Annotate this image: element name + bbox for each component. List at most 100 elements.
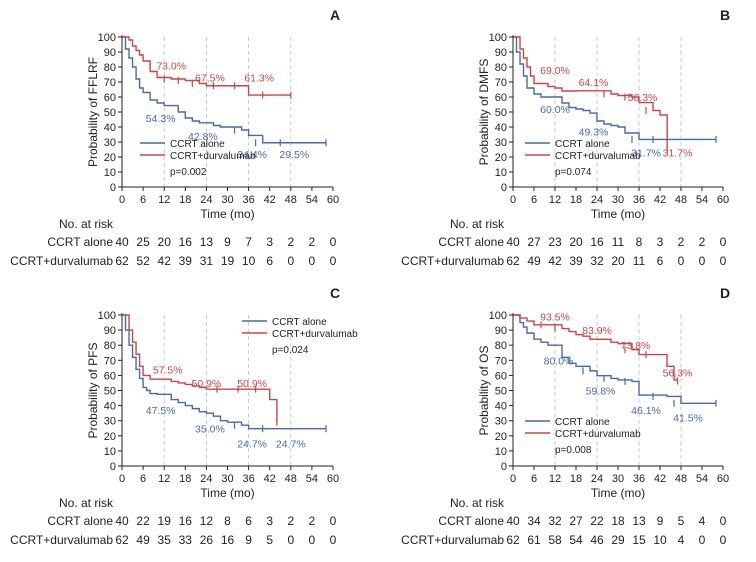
x-tick-label: 42	[654, 194, 666, 206]
p-value: p=0.008	[555, 445, 592, 456]
risk-value: 4	[699, 514, 706, 528]
y-tick-label: 40	[104, 122, 116, 134]
risk-value: 18	[611, 514, 625, 528]
p-value: p=0.024	[272, 345, 309, 356]
risk-value: 49	[136, 533, 150, 547]
y-tick-label: 40	[495, 401, 507, 413]
risk-value: 16	[590, 235, 604, 249]
risk-value: 42	[158, 254, 172, 268]
risk-value: 40	[506, 235, 520, 249]
p-value: p=0.074	[555, 167, 592, 178]
risk-value: 2	[287, 514, 294, 528]
risk-value: 40	[115, 514, 129, 528]
risk-group-label: CCRT alone	[438, 235, 504, 249]
annotation-label: 56.3%	[663, 367, 693, 379]
risk-table-header: No. at risk	[59, 496, 114, 510]
risk-group-label: CCRT alone	[47, 235, 113, 249]
y-tick-label: 30	[495, 416, 507, 428]
risk-value: 3	[657, 235, 664, 249]
annotation-label: 54.3%	[146, 113, 176, 125]
x-tick-label: 0	[510, 194, 516, 206]
x-tick-label: 60	[717, 194, 729, 206]
risk-group-label: CCRT+durvalumab	[401, 533, 504, 547]
series-line-ccrt-alone	[513, 36, 716, 141]
x-axis-label: Time (mo)	[591, 207, 645, 221]
y-tick-label: 10	[495, 446, 507, 458]
y-tick-label: 0	[501, 461, 507, 473]
risk-value: 0	[287, 254, 294, 268]
risk-value: 0	[720, 533, 727, 547]
y-tick-label: 50	[104, 386, 116, 398]
y-tick-label: 20	[495, 431, 507, 443]
panel-label: A	[330, 7, 340, 23]
y-tick-label: 60	[104, 92, 116, 104]
x-tick-label: 18	[570, 473, 582, 485]
risk-value: 16	[221, 533, 235, 547]
risk-value: 62	[115, 533, 129, 547]
risk-value: 31	[200, 254, 214, 268]
panel-label: D	[720, 285, 730, 301]
risk-table-header: No. at risk	[450, 496, 505, 510]
x-tick-label: 54	[306, 473, 318, 485]
risk-value: 5	[678, 514, 685, 528]
x-tick-label: 48	[285, 473, 297, 485]
y-tick-label: 30	[495, 137, 507, 149]
annotation-label: 49.3%	[579, 127, 609, 139]
annotation-label: 73.8%	[621, 340, 651, 352]
risk-value: 22	[590, 514, 604, 528]
x-tick-label: 0	[510, 473, 516, 485]
y-tick-label: 0	[110, 461, 116, 473]
risk-value: 62	[115, 254, 129, 268]
risk-value: 0	[330, 235, 337, 249]
risk-value: 0	[720, 514, 727, 528]
annotation-label: 35.0%	[195, 423, 225, 435]
risk-value: 58	[548, 533, 562, 547]
y-tick-label: 50	[495, 386, 507, 398]
annotation-label: 61.3%	[244, 73, 274, 85]
x-tick-label: 54	[696, 194, 708, 206]
risk-value: 5	[266, 533, 273, 547]
risk-value: 34	[527, 514, 541, 528]
y-tick-label: 30	[104, 416, 116, 428]
legend-label: CCRT alone	[170, 139, 225, 150]
series-line-ccrt-alone	[122, 314, 326, 430]
x-tick-label: 18	[570, 194, 582, 206]
risk-value: 0	[309, 254, 316, 268]
risk-value: 15	[632, 533, 646, 547]
annotation-label: 64.1%	[579, 77, 609, 89]
risk-value: 0	[720, 235, 727, 249]
x-tick-label: 60	[717, 473, 729, 485]
risk-value: 54	[569, 533, 583, 547]
x-tick-label: 30	[612, 473, 624, 485]
y-tick-label: 70	[104, 355, 116, 367]
risk-value: 0	[699, 533, 706, 547]
risk-value: 32	[590, 254, 604, 268]
y-tick-label: 90	[495, 47, 507, 59]
risk-value: 29	[611, 533, 625, 547]
risk-group-label: CCRT+durvalumab	[10, 533, 113, 547]
risk-value: 20	[611, 254, 625, 268]
annotation-label: 80.0%	[544, 355, 574, 367]
risk-value: 8	[636, 235, 643, 249]
x-tick-label: 6	[140, 473, 146, 485]
series-line-ccrt-alone	[122, 36, 326, 144]
annotation-label: 50.9%	[192, 378, 222, 390]
risk-value: 10	[242, 254, 256, 268]
y-tick-label: 60	[495, 370, 507, 382]
risk-group-label: CCRT alone	[438, 514, 504, 528]
risk-value: 2	[287, 235, 294, 249]
x-tick-label: 24	[200, 473, 212, 485]
risk-value: 19	[221, 254, 235, 268]
x-axis-label: Time (mo)	[200, 207, 254, 221]
y-tick-label: 80	[495, 62, 507, 74]
y-tick-label: 100	[489, 310, 507, 322]
annotation-label: 29.5%	[279, 149, 309, 161]
p-value: p=0.002	[170, 167, 207, 178]
panel-label: B	[720, 7, 730, 23]
risk-value: 6	[245, 514, 252, 528]
risk-value: 40	[115, 235, 129, 249]
risk-table-header: No. at risk	[450, 217, 505, 231]
x-tick-label: 54	[306, 194, 318, 206]
